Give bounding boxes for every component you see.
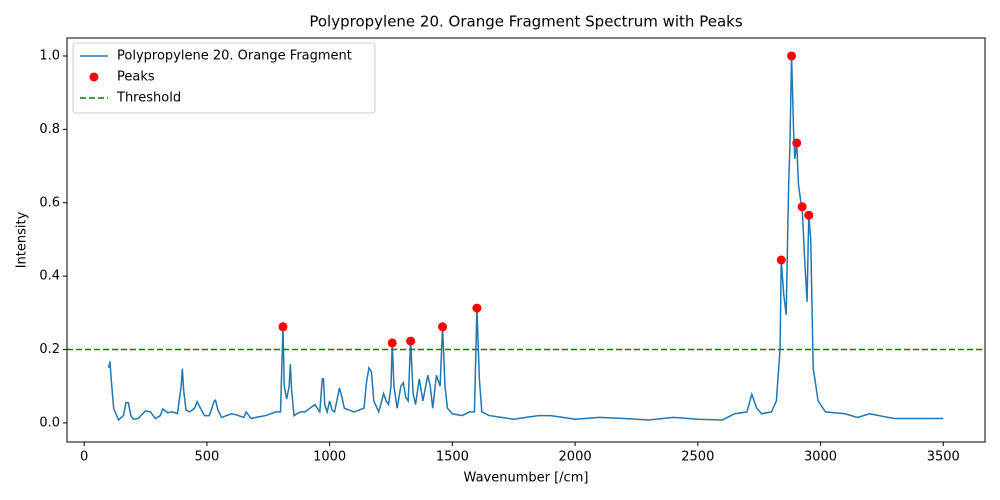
x-tick-label: 3500 [927,450,960,465]
x-tick-label: 1000 [313,450,346,465]
plot-area [67,51,985,422]
spectrum-line [107,55,944,422]
y-tick-label: 0.8 [39,122,60,137]
peak-marker [438,322,448,332]
legend-label: Peaks [117,70,155,85]
chart-title: Polypropylene 20. Orange Fragment Spectr… [309,13,742,31]
legend-label: Polypropylene 20. Orange Fragment [117,49,352,64]
peak-marker [278,322,288,332]
axes-frame [66,37,986,443]
peak-marker [787,51,797,61]
y-axis-label: Intensity [15,211,30,268]
peak-marker [472,303,482,313]
x-axis-label: Wavenumber [/cm] [464,471,589,486]
legend-marker [89,72,99,82]
peak-marker [387,338,397,348]
x-tick-label: 500 [194,450,219,465]
y-tick-label: 0.4 [39,269,60,284]
y-tick-label: 1.0 [39,48,60,63]
x-tick-label: 0 [80,450,88,465]
x-tick-label: 3000 [804,450,837,465]
x-tick-label: 2500 [681,450,714,465]
y-tick-label: 0.6 [39,195,60,210]
legend-label: Threshold [116,91,181,106]
peak-marker [797,202,807,212]
peak-marker [792,138,802,148]
peak-marker [776,255,786,265]
x-tick-label: 1500 [436,450,469,465]
y-tick-label: 0.2 [39,342,60,357]
legend-box [72,42,376,114]
peak-marker [406,336,416,346]
peak-marker [804,210,814,220]
y-tick-label: 0.0 [39,415,60,430]
x-tick-label: 2000 [559,450,592,465]
